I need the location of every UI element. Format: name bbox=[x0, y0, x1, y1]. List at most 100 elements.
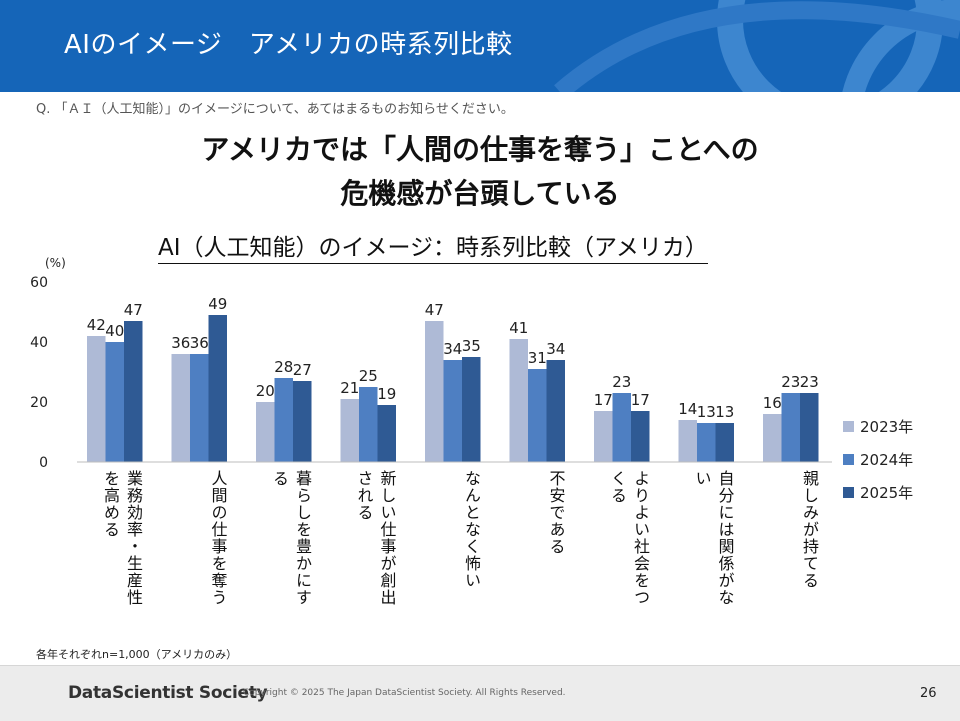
x-category-label: 自分には関係がない bbox=[692, 470, 735, 606]
bar-value-label: 36 bbox=[171, 334, 190, 352]
x-category-label: 不安である bbox=[546, 470, 566, 555]
bar-value-label: 42 bbox=[87, 316, 106, 334]
sample-size-note: 各年それぞれn=1,000（アメリカのみ） bbox=[36, 648, 238, 661]
x-category-label: 暮らしを豊かにする bbox=[270, 470, 312, 606]
bar bbox=[462, 357, 481, 462]
bar bbox=[697, 423, 716, 462]
bar-value-label: 20 bbox=[256, 382, 275, 400]
bar bbox=[190, 354, 209, 462]
bar bbox=[546, 360, 565, 462]
bar-value-label: 31 bbox=[528, 349, 547, 367]
chart-title: AI（人工知能）のイメージ：時系列比較（アメリカ） bbox=[158, 228, 708, 264]
bar bbox=[715, 423, 734, 462]
bar bbox=[377, 405, 396, 462]
bar-value-label: 17 bbox=[631, 391, 650, 409]
bar bbox=[256, 402, 275, 462]
y-tick-label: 0 bbox=[39, 455, 48, 470]
bar-value-label: 28 bbox=[274, 358, 293, 376]
x-category-label-line: される bbox=[354, 470, 374, 521]
y-tick-label: 40 bbox=[30, 335, 48, 351]
x-category-label-line: る bbox=[270, 470, 289, 487]
bar bbox=[425, 321, 444, 462]
bar bbox=[678, 420, 697, 462]
x-category-label-line: 不安である bbox=[546, 470, 566, 555]
y-tick-label: 20 bbox=[30, 395, 48, 411]
bar bbox=[443, 360, 462, 462]
bar-value-label: 34 bbox=[443, 340, 462, 358]
bar-value-label: 17 bbox=[594, 391, 613, 409]
bar-value-label: 21 bbox=[340, 379, 359, 397]
copyright-notice: Copyright © 2025 The Japan DataScientist… bbox=[243, 688, 566, 698]
y-axis-unit-label: (%) bbox=[45, 256, 66, 270]
legend-item: 2024年 bbox=[843, 443, 913, 476]
legend-swatch bbox=[843, 454, 854, 465]
legend-swatch bbox=[843, 421, 854, 432]
chart-legend: 2023年 2024年 2025年 bbox=[843, 410, 913, 509]
bar-value-label: 40 bbox=[105, 322, 124, 340]
bar bbox=[594, 411, 613, 462]
x-category-label-line: 自分には関係がな bbox=[715, 470, 735, 606]
legend-item: 2023年 bbox=[843, 410, 913, 443]
bar bbox=[612, 393, 631, 462]
bars bbox=[87, 315, 819, 462]
bar bbox=[631, 411, 650, 462]
x-category-label-line: くる bbox=[608, 470, 627, 504]
bar bbox=[781, 393, 800, 462]
legend-item: 2025年 bbox=[843, 476, 913, 509]
header-decoration bbox=[554, 0, 960, 92]
x-category-label: 親しみが持てる bbox=[800, 470, 819, 589]
legend-label: 2024年 bbox=[860, 451, 914, 469]
bar bbox=[87, 336, 106, 462]
x-category-label-line: を高める bbox=[101, 470, 120, 538]
legend-label: 2023年 bbox=[860, 418, 914, 436]
bar-value-label: 23 bbox=[781, 373, 800, 391]
bar bbox=[359, 387, 378, 462]
y-tick-label: 60 bbox=[30, 275, 48, 291]
category-labels: 業務効率・生産性 を高める 人間の仕事を奪う 暮らしを豊かにする新しい仕事が創出 される… bbox=[0, 470, 960, 640]
bar-value-label: 25 bbox=[359, 367, 378, 385]
slide-header: AIのイメージ アメリカの時系列比較 bbox=[0, 0, 960, 92]
bar bbox=[763, 414, 782, 462]
x-category-label: 人間の仕事を奪う bbox=[208, 470, 228, 606]
x-category-label-line: 親しみが持てる bbox=[800, 470, 819, 589]
legend-swatch bbox=[843, 487, 854, 498]
bar bbox=[800, 393, 819, 462]
bar-value-label: 36 bbox=[190, 334, 209, 352]
bar bbox=[124, 321, 143, 462]
bar bbox=[208, 315, 227, 462]
bar-value-label: 41 bbox=[509, 319, 528, 337]
x-category-label-line: 新しい仕事が創出 bbox=[377, 470, 397, 606]
bar-value-label: 13 bbox=[697, 403, 716, 421]
x-category-label: 業務効率・生産性 を高める bbox=[101, 470, 143, 606]
bar bbox=[171, 354, 190, 462]
bar-value-label: 16 bbox=[763, 394, 782, 412]
bar-value-label: 23 bbox=[612, 373, 631, 391]
x-category-label-line: 人間の仕事を奪う bbox=[208, 470, 228, 606]
x-category-label: 新しい仕事が創出 される bbox=[354, 470, 397, 606]
x-category-label: なんとなく怖い bbox=[462, 470, 481, 589]
bar-value-label: 27 bbox=[293, 361, 312, 379]
brand-logo-text: DataScientist Society bbox=[68, 683, 268, 703]
x-category-label-line: い bbox=[692, 470, 712, 487]
survey-question: Q. 「ＡＩ（人工知能）」のイメージについて、あてはまるものお知らせください。 bbox=[36, 102, 514, 117]
x-category-label-line: 暮らしを豊かにす bbox=[293, 470, 312, 606]
bar bbox=[293, 381, 312, 462]
slide-title: AIのイメージ アメリカの時系列比較 bbox=[64, 30, 513, 60]
bar bbox=[528, 369, 547, 462]
bar-value-label: 13 bbox=[715, 403, 734, 421]
x-category-label-line: 業務効率・生産性 bbox=[124, 470, 143, 606]
y-axis-ticks: 0 20 40 60 bbox=[30, 275, 48, 470]
bar-value-label: 47 bbox=[425, 301, 444, 319]
headline-line-1: アメリカでは「人間の仕事を奪う」ことへの bbox=[201, 133, 759, 166]
bar bbox=[105, 342, 124, 462]
bar-value-label: 35 bbox=[462, 337, 481, 355]
x-category-label: よりよい社会をつ くる bbox=[608, 470, 650, 606]
bar-value-label: 49 bbox=[208, 295, 227, 313]
page-number: 26 bbox=[920, 686, 937, 701]
legend-label: 2025年 bbox=[860, 484, 914, 502]
bar-value-label: 47 bbox=[124, 301, 143, 319]
x-category-label-line: なんとなく怖い bbox=[462, 470, 481, 589]
bar-value-label: 19 bbox=[377, 385, 396, 403]
